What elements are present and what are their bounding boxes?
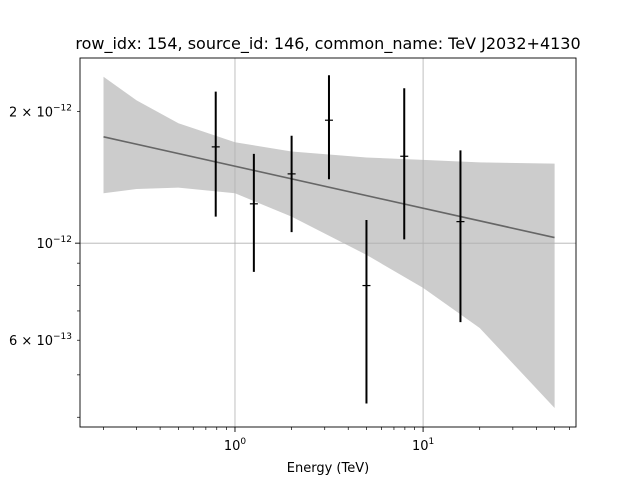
- data-point-3: [324, 75, 333, 180]
- x-tick-label-0: 100: [224, 437, 247, 454]
- axes-frame: [79, 57, 577, 428]
- data-point-5: [400, 88, 409, 240]
- data-point-4: [362, 219, 371, 404]
- data-point-6: [456, 150, 465, 323]
- model-line: [103, 136, 555, 239]
- data-point-1: [249, 153, 258, 272]
- x-axis-label: Energy (TeV): [287, 461, 369, 476]
- y-tick-label-2: 6 × 10−13: [9, 332, 72, 349]
- data-point-0: [211, 91, 220, 217]
- chart-title: row_idx: 154, source_id: 146, common_nam…: [75, 34, 580, 54]
- y-tick-label-1: 10−12: [36, 235, 72, 252]
- y-tick-label-0: 2 × 10−12: [9, 103, 72, 120]
- x-tick-label-1: 101: [412, 437, 434, 454]
- data-point-2: [287, 135, 296, 233]
- plot-inner: [80, 58, 576, 427]
- plot-area: 100 101 2 × 10−12 10−12 6 × 10−13: [9, 57, 577, 454]
